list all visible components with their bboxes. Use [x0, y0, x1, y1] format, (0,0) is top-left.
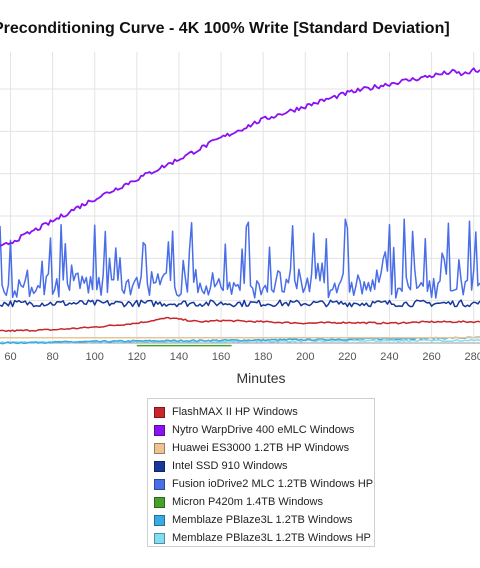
- series-line-6: [0, 336, 480, 345]
- legend-label: Micron P420m 1.4TB Windows: [172, 496, 323, 508]
- legend-label: Memblaze PBlaze3L 1.2TB Windows: [172, 514, 353, 526]
- legend-swatch: [154, 532, 165, 544]
- x-axis-label: Minutes: [236, 370, 285, 386]
- legend-item[interactable]: Huawei ES3000 1.2TB HP Windows: [154, 439, 349, 457]
- x-ticks: 60 80 100 120 140 160 180 200 220 240 260 280: [4, 351, 480, 363]
- legend-swatch: [154, 478, 165, 490]
- legend-label: Nytro WarpDrive 400 eMLC Windows: [172, 424, 355, 436]
- x-tick-label: 180: [254, 351, 272, 363]
- x-tick-label: 280: [465, 351, 480, 363]
- legend-swatch: [154, 406, 165, 418]
- x-tick-label: 100: [86, 351, 104, 363]
- legend-label: Memblaze PBlaze3L 1.2TB Windows HP: [172, 532, 371, 544]
- legend: FlashMAX II HP Windows Nytro WarpDrive 40…: [147, 398, 375, 547]
- legend-item[interactable]: Intel SSD 910 Windows: [154, 457, 288, 475]
- series-layer: [0, 67, 480, 347]
- chart-svg: 60 80 100 120 140 160 180 200 220 240 260 280 Minut…: [0, 52, 480, 386]
- x-tick-label: 260: [422, 351, 440, 363]
- legend-item[interactable]: Memblaze PBlaze3L 1.2TB Windows: [154, 511, 353, 529]
- x-tick-label: 160: [212, 351, 230, 363]
- x-tick-label: 80: [47, 351, 59, 363]
- x-tick-label: 240: [380, 351, 398, 363]
- x-tick-label: 200: [296, 351, 314, 363]
- x-tick-label: 60: [4, 351, 16, 363]
- legend-swatch: [154, 496, 165, 508]
- series-line-1: [0, 67, 480, 247]
- grid: [0, 52, 480, 344]
- legend-swatch: [154, 442, 165, 454]
- series-line-4: [0, 218, 480, 299]
- legend-label: Huawei ES3000 1.2TB HP Windows: [172, 442, 350, 454]
- x-tick-label: 140: [170, 351, 188, 363]
- x-tick-label: 120: [128, 351, 146, 363]
- legend-label: Intel SSD 910 Windows: [172, 460, 288, 472]
- legend-swatch: [154, 514, 165, 526]
- series-line-0: [0, 316, 480, 333]
- legend-item[interactable]: Fusion ioDrive2 MLC 1.2TB Windows HP: [154, 475, 373, 493]
- legend-item[interactable]: Memblaze PBlaze3L 1.2TB Windows HP: [154, 529, 371, 547]
- legend-label: Fusion ioDrive2 MLC 1.2TB Windows HP: [172, 478, 374, 490]
- series-line-3: [0, 299, 480, 308]
- legend-label: FlashMAX II HP Windows: [172, 406, 298, 418]
- chart-title: Preconditioning Curve - 4K 100% Write [S…: [0, 20, 450, 37]
- x-tick-label: 220: [338, 351, 356, 363]
- legend-item[interactable]: Micron P420m 1.4TB Windows: [154, 493, 323, 511]
- legend-item[interactable]: FlashMAX II HP Windows: [154, 403, 298, 421]
- legend-swatch: [154, 460, 165, 472]
- legend-item[interactable]: Nytro WarpDrive 400 eMLC Windows: [154, 421, 354, 439]
- legend-swatch: [154, 424, 165, 436]
